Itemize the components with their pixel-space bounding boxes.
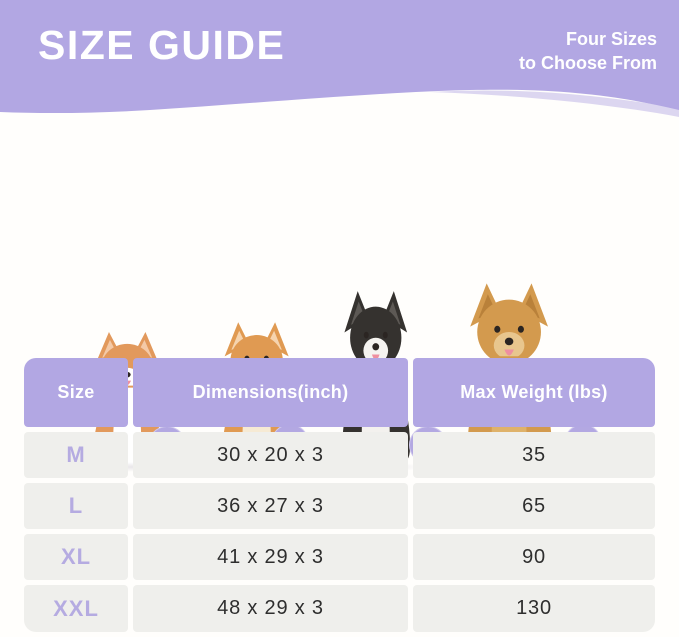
subtitle-line-1: Four Sizes	[565, 29, 657, 49]
subtitle-line-2: to Choose From	[519, 53, 657, 73]
table-cell-size-xxl: XXL	[24, 585, 128, 632]
table-cell-size-xl: XL	[24, 534, 128, 580]
table-cell-weight-m: 35	[413, 432, 655, 478]
table-cell-weight-l: 65	[413, 483, 655, 529]
dog-size-illustrations: M L XL XXL	[0, 130, 679, 472]
table-cell-dimensions-l: 36 x 27 x 3	[133, 483, 408, 529]
table-cell-dimensions-xl: 41 x 29 x 3	[133, 534, 408, 580]
table-cell-dimensions-xxl: 48 x 29 x 3	[133, 585, 408, 632]
header-banner: SIZE GUIDE Four Sizes to Choose From	[0, 0, 679, 130]
page-title: SIZE GUIDE	[38, 22, 286, 68]
table-header-dimensions: Dimensions(inch)	[133, 358, 408, 427]
table-header-size: Size	[24, 358, 128, 427]
table-cell-size-m: M	[24, 432, 128, 478]
table-cell-size-l: L	[24, 483, 128, 529]
table-header-max-weight: Max Weight (lbs)	[413, 358, 655, 427]
size-table: Size Dimensions(inch) Max Weight (lbs) M…	[24, 358, 655, 632]
table-cell-weight-xxl: 130	[413, 585, 655, 632]
table-cell-weight-xl: 90	[413, 534, 655, 580]
table-cell-dimensions-m: 30 x 20 x 3	[133, 432, 408, 478]
banner-wave-shape	[0, 0, 679, 117]
banner-subtitle: Four Sizes to Choose From	[519, 27, 657, 75]
